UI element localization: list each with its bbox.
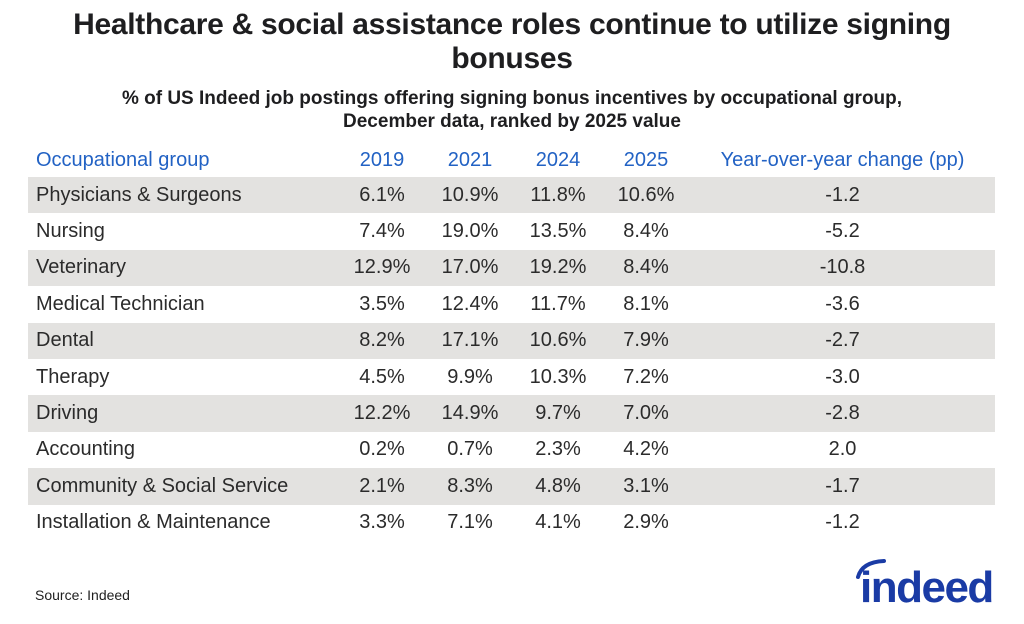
row-value: -3.6 [825, 292, 860, 315]
table-row: Driving 12.2% 14.9% 9.7% 7.0% -2.8 [28, 395, 995, 432]
table-row: Medical Technician 3.5% 12.4% 11.7% 8.1% -3.6 [28, 286, 995, 322]
row-value: 8.2% [359, 329, 405, 352]
row-value: 6.1% [359, 183, 405, 206]
row-value: 2.1% [359, 474, 405, 497]
row-value: -2.7 [825, 329, 860, 352]
row-value: 2.3% [535, 438, 581, 461]
row-label: Medical Technician [36, 292, 205, 315]
table-row: Physicians & Surgeons 6.1% 10.9% 11.8% 10.6%… [28, 177, 995, 214]
subtitle-line-1: % of US Indeed job postings offering sig… [121, 88, 903, 109]
logo-arc-icon [856, 559, 886, 579]
row-value: 12.4% [441, 292, 499, 315]
row-value: 2.0 [828, 438, 857, 461]
row-value: -1.7 [825, 474, 860, 497]
row-value: 9.9% [447, 365, 493, 388]
row-label: Community & Social Service [36, 474, 289, 497]
column-header: 2025 [623, 148, 669, 171]
row-value: 2.9% [623, 511, 669, 534]
row-value: 17.1% [441, 329, 499, 352]
row-value: 7.9% [623, 329, 669, 352]
row-value: 13.5% [529, 220, 587, 243]
table-row: Installation & Maintenance 3.3% 7.1% 4.1% 2.… [28, 505, 995, 541]
row-value: 4.5% [359, 365, 405, 388]
row-value: 7.0% [623, 402, 669, 425]
column-header: 2019 [359, 148, 405, 171]
row-value: 10.6% [529, 329, 587, 352]
row-value: -2.8 [825, 402, 860, 425]
subtitle-line-2: December data, ranked by 2025 value [343, 111, 681, 132]
row-label: Installation & Maintenance [36, 511, 271, 534]
row-value: 10.9% [441, 183, 499, 206]
row-value: 11.7% [530, 292, 586, 315]
row-value: 10.6% [617, 183, 675, 206]
table-body: Physicians & Surgeons 6.1% 10.9% 11.8% 10.6%… [28, 177, 995, 541]
row-value: 17.0% [441, 256, 499, 279]
table-row: Community & Social Service 2.1% 8.3% 4.8% 3.… [28, 468, 995, 505]
column-header: Occupational group [36, 148, 210, 171]
row-value: 7.1% [447, 511, 493, 534]
row-value: 12.9% [353, 256, 411, 279]
row-label: Accounting [36, 438, 135, 461]
row-label: Veterinary [36, 256, 127, 279]
row-value: 7.4% [359, 220, 405, 243]
row-value: 10.3% [529, 365, 587, 388]
row-value: -1.2 [825, 183, 860, 206]
column-header: 2021 [447, 148, 493, 171]
row-label: Dental [36, 329, 94, 352]
row-value: 8.1% [623, 292, 669, 315]
row-value: 9.7% [535, 402, 581, 425]
row-value: 3.1% [623, 474, 669, 497]
column-header: Year-over-year change (pp) [720, 148, 965, 171]
row-value: 11.8% [530, 183, 586, 206]
row-value: 19.0% [441, 220, 499, 243]
row-value: 8.4% [623, 256, 669, 279]
row-value: 0.7% [447, 438, 493, 461]
table-row: Accounting 0.2% 0.7% 2.3% 4.2% 2.0 [28, 432, 995, 468]
row-value: 8.4% [623, 220, 669, 243]
row-value: 3.5% [359, 292, 405, 315]
row-label: Driving [36, 402, 99, 425]
row-value: 7.2% [623, 365, 669, 388]
row-value: 8.3% [447, 474, 493, 497]
column-header: 2024 [535, 148, 581, 171]
table-header-row: Occupational group 2019 2021 2024 2025 Year-o… [28, 143, 995, 177]
row-value: -5.2 [825, 220, 860, 243]
row-value: -3.0 [825, 365, 860, 388]
row-value: 19.2% [529, 256, 587, 279]
indeed-logo: indeed [856, 559, 1008, 616]
table-row: Veterinary 12.9% 17.0% 19.2% 8.4% -10.8 [28, 249, 995, 287]
source-note: Source: Indeed [35, 587, 130, 603]
row-value: 3.3% [359, 511, 405, 534]
row-value: 4.1% [535, 511, 581, 534]
row-value: 4.8% [535, 474, 581, 497]
row-label: Physicians & Surgeons [36, 183, 242, 206]
logo-wordmark: indeed [860, 563, 994, 612]
row-value: -10.8 [819, 256, 866, 279]
row-value: -1.2 [825, 511, 860, 534]
row-value: 14.9% [441, 402, 499, 425]
row-label: Nursing [36, 220, 105, 243]
table-row: Therapy 4.5% 9.9% 10.3% 7.2% -3.0 [28, 359, 995, 395]
page-title: Healthcare & social assistance roles con… [73, 8, 951, 75]
table-row: Nursing 7.4% 19.0% 13.5% 8.4% -5.2 [28, 213, 995, 249]
row-value: 12.2% [353, 402, 411, 425]
table-row: Dental 8.2% 17.1% 10.6% 7.9% -2.7 [28, 322, 995, 359]
row-label: Therapy [36, 365, 110, 388]
row-value: 4.2% [623, 438, 669, 461]
row-value: 0.2% [359, 438, 405, 461]
data-table: Occupational group 2019 2021 2024 2025 Year-o… [28, 143, 995, 541]
page-subtitle: % of US Indeed job postings offering sig… [32, 87, 992, 133]
